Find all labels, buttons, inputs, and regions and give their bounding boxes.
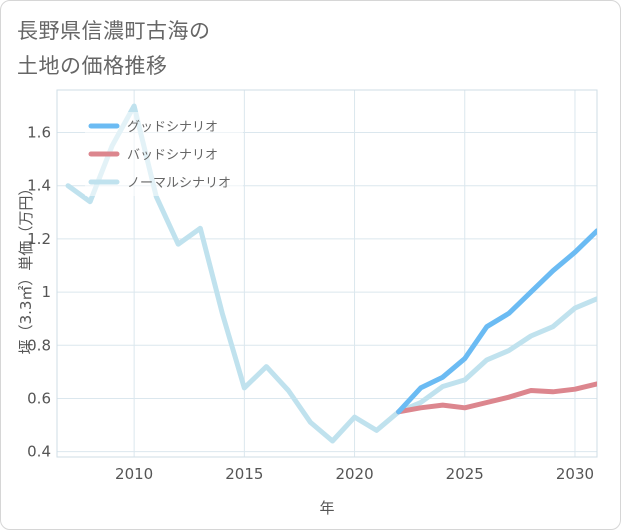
- y-tick-label: 0.8: [27, 336, 51, 354]
- series-layer: [65, 103, 597, 444]
- x-tick-label: 2010: [115, 465, 153, 483]
- x-tick-label: 2030: [556, 465, 594, 483]
- series-line-0: [396, 228, 597, 415]
- grid: [57, 90, 597, 457]
- chart-title-line2: 土地の価格推移: [17, 54, 168, 78]
- legend-label: バッドシナリオ: [127, 148, 218, 163]
- x-tick-label: 2020: [335, 465, 373, 483]
- tick-labels: 2010 2015 2020 2025 2030 0.4 0.6 0.8 1 1.2 1.4 1.6: [27, 124, 594, 483]
- x-tick-label: 2015: [225, 465, 263, 483]
- plot-border: [56, 89, 598, 458]
- series-line-2: [65, 103, 597, 444]
- chart-title-line1: 長野県信濃町古海の: [17, 19, 211, 43]
- x-tick-label: 2025: [446, 465, 484, 483]
- y-axis-label: 坪（3.3㎡）単価（万円）: [17, 181, 35, 355]
- series-line-1: [396, 381, 597, 415]
- legend-label: グッドシナリオ: [127, 120, 218, 135]
- y-tick-label: 1.6: [27, 124, 51, 142]
- y-tick-label: 0.4: [27, 443, 51, 461]
- x-axis-label: 年: [319, 499, 334, 517]
- y-tick-label: 1: [41, 283, 51, 301]
- legend-label: ノーマルシナリオ: [127, 176, 231, 191]
- y-tick-label: 1.2: [27, 230, 51, 248]
- y-tick-label: 0.6: [27, 389, 51, 407]
- y-tick-label: 1.4: [27, 177, 51, 195]
- chart-title: 長野県信濃町古海の 土地の価格推移: [17, 14, 211, 84]
